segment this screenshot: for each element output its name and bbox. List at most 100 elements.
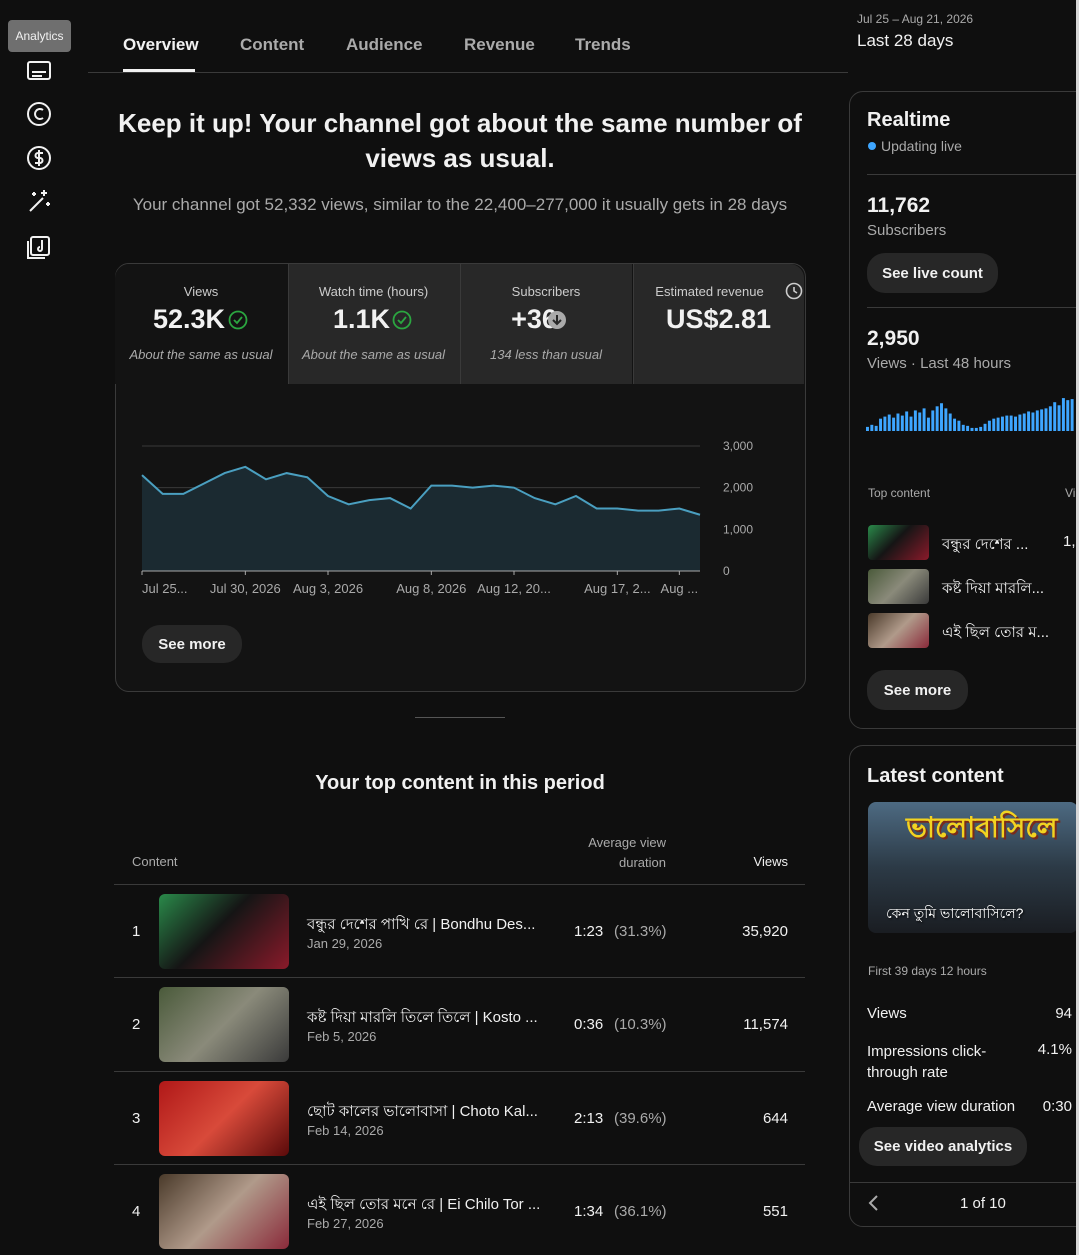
duration: 2:13 xyxy=(574,1109,604,1127)
column-header: Average view duration xyxy=(588,835,666,870)
metric-label: Subscribers xyxy=(511,284,581,299)
subscriber-count: 11,762 xyxy=(867,194,931,217)
bar xyxy=(883,416,887,431)
bar xyxy=(992,418,996,431)
video-title: বন্ধুর দেশের পাখি রে | Bondhu Des... xyxy=(307,916,536,933)
bar xyxy=(1057,405,1061,431)
item-title: বন্ধুর দেশের ... xyxy=(942,536,1029,553)
x-tick-label: Jul 25... xyxy=(142,581,188,596)
thumbnail[interactable] xyxy=(159,1080,289,1156)
date-range[interactable]: Jul 25 – Aug 21, 2026 xyxy=(857,12,974,26)
bar xyxy=(892,417,896,431)
see-more-button[interactable]: See more xyxy=(867,670,968,710)
bar xyxy=(918,412,922,431)
realtime-views-label: Views · Last 48 hours xyxy=(867,355,1011,372)
metric-tile[interactable] xyxy=(632,264,804,384)
thumbnail[interactable] xyxy=(159,894,289,969)
top-content-label: Top content xyxy=(868,486,931,500)
sidebar-icons xyxy=(27,61,51,259)
prev-arrow[interactable] xyxy=(866,1194,882,1212)
divider xyxy=(849,1182,1079,1183)
live-dot xyxy=(868,142,876,150)
x-tick-label: Aug ... xyxy=(661,581,699,596)
tab[interactable]: Revenue xyxy=(464,35,535,54)
metric-tile[interactable] xyxy=(287,264,460,384)
tab[interactable]: Trends xyxy=(575,35,631,54)
metric-icon xyxy=(785,282,803,305)
realtime-chart xyxy=(866,398,1074,431)
bar xyxy=(1061,398,1065,431)
views: 35,920 xyxy=(742,923,788,940)
row-divider xyxy=(114,884,805,885)
video-date: Jan 29, 2026 xyxy=(307,936,383,951)
duration-percent: (36.1%) xyxy=(614,1202,667,1220)
item-title: এই ছিল তোর ম... xyxy=(942,624,1050,641)
bar xyxy=(922,408,926,431)
row-divider xyxy=(114,1070,805,1072)
bar xyxy=(966,425,970,431)
bar xyxy=(905,411,909,431)
bar xyxy=(909,416,913,431)
metric-label: Estimated revenue xyxy=(655,284,764,299)
column-header: Content xyxy=(132,854,178,869)
views: 11,574 xyxy=(743,1016,788,1034)
video-title: এই ছিল তোর মনে রে | Ei Chilo Tor ... xyxy=(307,1195,541,1213)
metric-value: 1.1K xyxy=(332,304,391,334)
bar xyxy=(935,406,939,431)
live-count-button[interactable]: See live count xyxy=(867,253,998,293)
bar xyxy=(1070,399,1074,431)
thumbnail[interactable] xyxy=(159,987,289,1063)
headline: Keep it up! Your channel got about the s… xyxy=(118,108,802,173)
bar xyxy=(1044,408,1048,431)
date-label[interactable]: Last 28 days xyxy=(857,31,954,50)
bar xyxy=(979,426,983,431)
metric-tile[interactable] xyxy=(115,264,287,384)
tab[interactable]: Overview xyxy=(123,35,199,54)
bar xyxy=(1031,412,1035,431)
see-more-button[interactable]: See more xyxy=(142,625,242,663)
y-tick-label: 1,000 xyxy=(723,522,753,536)
pager: 1 of 10 xyxy=(960,1195,1006,1212)
divider xyxy=(867,174,1079,175)
clock-icon xyxy=(785,282,802,300)
video-date: Feb 27, 2026 xyxy=(307,1215,384,1231)
divider xyxy=(88,72,848,73)
subscriber-label: Subscribers xyxy=(867,222,947,239)
check-icon xyxy=(392,310,411,330)
metric-value: +36 xyxy=(511,304,557,334)
latest-period: First 39 days 12 hours xyxy=(868,964,987,978)
thumbnail[interactable] xyxy=(159,1173,289,1249)
metric-note: About the same as usual xyxy=(301,347,446,362)
video-title: ছোট কালের ভালোবাসা | Choto Kal... xyxy=(307,1102,538,1120)
duration-percent: (31.3%) xyxy=(614,923,667,940)
y-tick-label: 0 xyxy=(723,564,730,578)
latest-thumbnail[interactable]: ভালোবাসিলে কেন তুমি ভালোবাসিলে? xyxy=(868,802,1078,933)
thumbnail-title: ভালোবাসিলে xyxy=(906,812,1058,843)
y-tick-label: 3,000 xyxy=(723,439,753,453)
bar xyxy=(1040,409,1044,431)
row-divider xyxy=(114,1163,805,1165)
x-tick-label: Jul 30, 2026 xyxy=(210,581,281,596)
metric-tile[interactable] xyxy=(460,264,632,384)
duration-percent: (10.3%) xyxy=(614,1016,667,1034)
thumbnail-caption: কেন তুমি ভালোবাসিলে? xyxy=(886,905,1024,921)
realtime-title: Realtime xyxy=(867,109,951,131)
bar xyxy=(996,417,1000,431)
divider xyxy=(415,717,505,718)
bar xyxy=(987,420,991,431)
headline-subtitle: Your channel got 52,332 views, similar t… xyxy=(132,195,788,214)
video-analytics-button[interactable]: See video analytics xyxy=(859,1127,1027,1166)
duration: 1:23 xyxy=(574,923,604,940)
bar xyxy=(1066,400,1070,431)
bar xyxy=(866,426,869,431)
tab[interactable]: Audience xyxy=(346,35,423,54)
bar xyxy=(874,425,878,431)
bar xyxy=(1027,411,1031,431)
bar xyxy=(953,418,957,431)
bar xyxy=(870,424,874,431)
stat-label: Impressions click-through rate xyxy=(867,1043,987,1081)
metric-icon xyxy=(547,310,567,335)
metric-label: Watch time (hours) xyxy=(318,284,429,299)
tab[interactable]: Content xyxy=(240,35,305,54)
metric-icon xyxy=(392,310,412,335)
